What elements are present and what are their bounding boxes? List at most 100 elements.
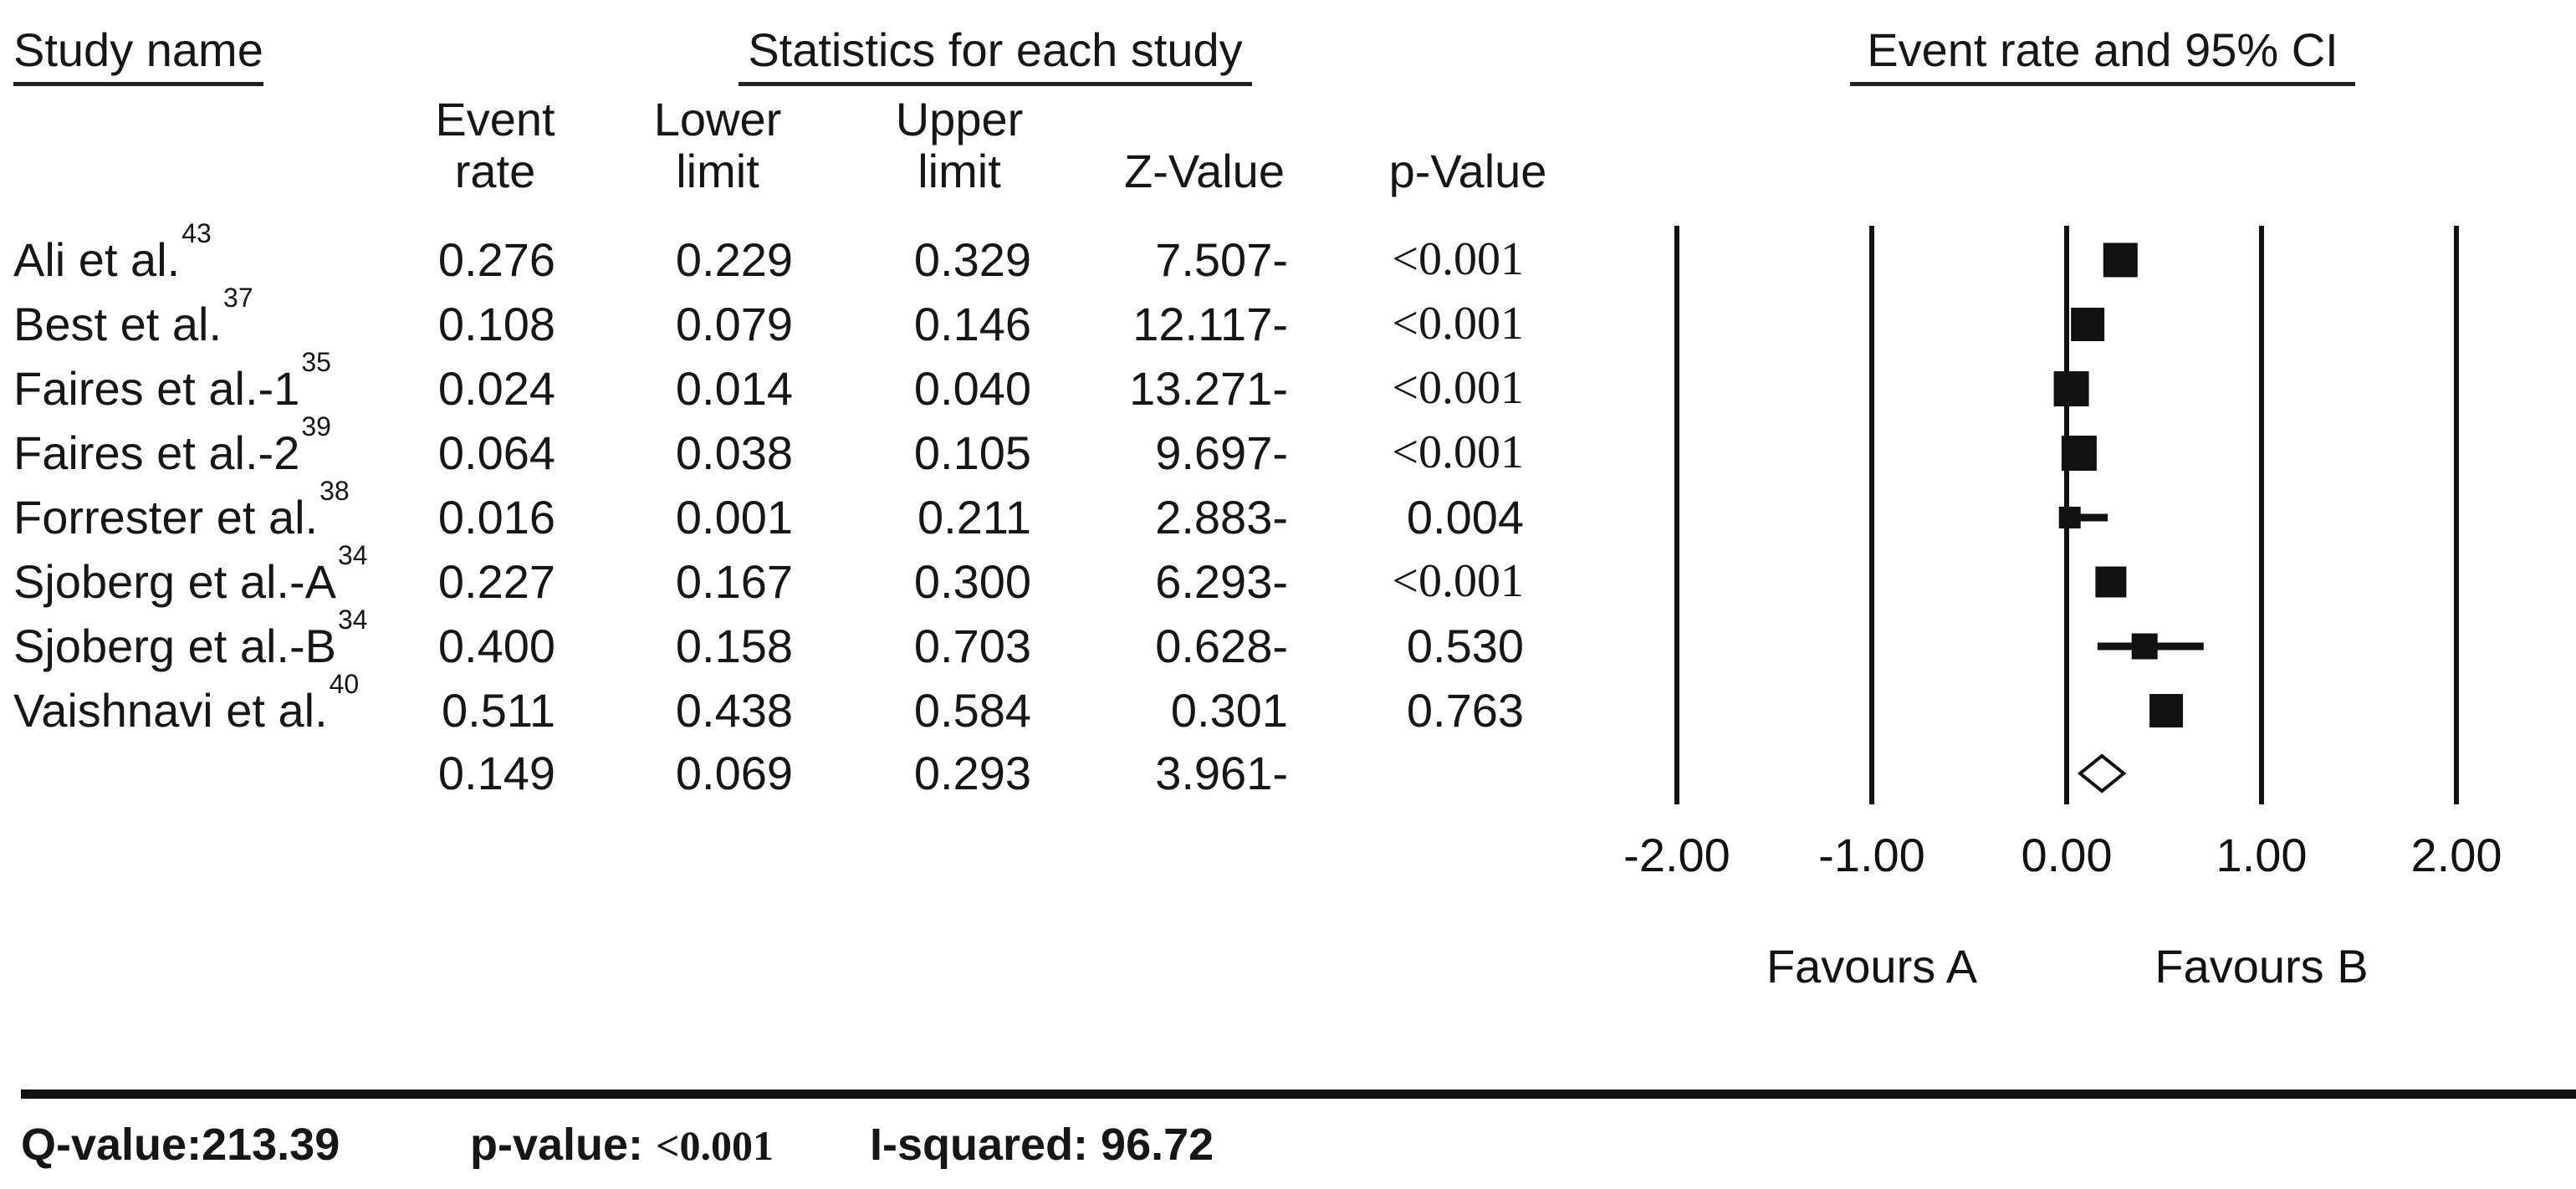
z-value: 6.293- <box>1155 555 1288 608</box>
lower-limit-value: 0.001 <box>675 491 793 543</box>
lower-limit-value: 0.438 <box>675 684 793 737</box>
column-header-lower-limit: Lower limit <box>653 93 782 197</box>
upper-limit-value: 0.146 <box>913 298 1031 350</box>
event-rate-value: 0.108 <box>437 298 555 350</box>
event-rate-value: 0.064 <box>437 426 555 479</box>
study-name-header: Study name <box>13 25 263 86</box>
table-row: Ali et al.43 0.276 0.229 0.329 7.507- <0.001 <box>0 218 1673 292</box>
upper-limit-value: 0.105 <box>913 426 1031 479</box>
lower-limit-value: 0.014 <box>675 362 793 415</box>
column-header-event-rate: Event rate <box>435 93 555 197</box>
p-value: <0.001 <box>1392 298 1524 350</box>
upper-limit-value: 0.293 <box>913 747 1031 799</box>
lower-limit-value: 0.069 <box>675 747 793 799</box>
z-value: 7.507- <box>1155 233 1288 286</box>
axis-tick-label: -2.00 <box>1623 829 1730 881</box>
table-row: Forrester et al.38 0.016 0.001 0.211 2.883- 0… <box>0 477 1673 549</box>
favours-a-label: Favours A <box>1766 940 1978 993</box>
axis-tick-label: -1.00 <box>1818 829 1925 881</box>
z-value: 9.697- <box>1155 426 1288 479</box>
column-header-upper-limit: Upper limit <box>895 93 1024 197</box>
table-row: Faires et al.-239 0.064 0.038 0.105 9.697- <0… <box>0 411 1673 485</box>
p-value-stat: p-value: <0.001 <box>470 1120 774 1170</box>
p-value: <0.001 <box>1392 426 1524 478</box>
lower-limit-value: 0.038 <box>675 426 793 479</box>
reference-superscript: 37 <box>223 283 253 314</box>
lower-limit-value: 0.167 <box>675 555 793 608</box>
z-value: 13.271- <box>1129 362 1288 415</box>
upper-limit-value: 0.703 <box>913 620 1031 672</box>
event-rate-value: 0.016 <box>437 491 555 543</box>
axis-tick-label: 1.00 <box>2216 829 2308 881</box>
event-rate-value: 0.276 <box>437 233 555 286</box>
lower-limit-value: 0.079 <box>675 298 793 350</box>
reference-superscript: 34 <box>337 540 368 571</box>
reference-superscript: 40 <box>329 669 360 700</box>
pooled-row: 0.149 0.069 0.293 3.961- <box>0 741 1673 805</box>
statistics-header: Statistics for each study <box>739 25 1252 86</box>
axis-tick-label: 0.00 <box>2021 829 2113 881</box>
study-marker <box>2095 566 2127 598</box>
event-rate-value: 0.400 <box>437 620 555 672</box>
i-squared-label: I-squared: <box>870 1120 1101 1170</box>
table-row: Sjoberg et al.-A34 0.227 0.167 0.300 6.293- <… <box>0 540 1673 614</box>
table-row: Faires et al.-135 0.024 0.014 0.040 13.271- <… <box>0 347 1673 421</box>
p-value: <0.001 <box>656 1122 774 1169</box>
column-header-z-value: Z-Value <box>1124 145 1285 197</box>
study-marker <box>2131 633 2158 660</box>
footer-divider-line <box>21 1089 2576 1099</box>
axis-tick-label: 2.00 <box>2411 829 2502 881</box>
z-value: 0.628- <box>1155 620 1288 672</box>
table-row: Sjoberg et al.-B34 0.400 0.158 0.703 0.628- 0… <box>0 605 1673 678</box>
study-name: Faires et al.-135 <box>13 347 331 415</box>
favours-b-label: Favours B <box>2154 940 2368 993</box>
reference-superscript: 38 <box>319 476 350 507</box>
reference-superscript: 43 <box>181 218 212 249</box>
study-name: Ali et al.43 <box>13 218 212 286</box>
i-squared-stat: I-squared: 96.72 <box>870 1120 1214 1169</box>
study-name: Vaishnavi et al.40 <box>13 669 360 737</box>
i-squared-value: 96.72 <box>1101 1120 1214 1170</box>
upper-limit-value: 0.300 <box>913 555 1031 608</box>
z-value: 2.883- <box>1155 491 1288 543</box>
pooled-diamond <box>2077 753 2127 794</box>
p-value: 0.763 <box>1406 684 1524 737</box>
event-rate-value: 0.511 <box>442 684 555 737</box>
table-row: Vaishnavi et al.40 0.511 0.438 0.584 0.301 0.… <box>0 669 1673 742</box>
reference-superscript: 39 <box>301 411 331 442</box>
study-marker <box>2103 242 2138 278</box>
p-value: 0.530 <box>1406 620 1524 672</box>
z-value: 3.961- <box>1155 747 1288 799</box>
event-rate-value: 0.024 <box>437 362 555 415</box>
study-marker <box>2053 371 2089 406</box>
p-value: <0.001 <box>1392 233 1524 285</box>
event-rate-value: 0.227 <box>437 555 555 608</box>
study-marker <box>2149 694 2184 727</box>
p-value: 0.004 <box>1406 491 1524 543</box>
upper-limit-value: 0.584 <box>913 684 1031 737</box>
q-value-stat: Q-value:213.39 <box>21 1120 340 1169</box>
study-name: Sjoberg et al.-B34 <box>13 605 368 672</box>
p-value-label: p-value: <box>470 1120 657 1170</box>
reference-superscript: 34 <box>337 605 368 635</box>
upper-limit-value: 0.211 <box>917 491 1031 543</box>
study-name: Best et al.37 <box>13 283 253 350</box>
p-value: <0.001 <box>1392 362 1524 414</box>
lower-limit-value: 0.158 <box>675 620 793 672</box>
upper-limit-value: 0.040 <box>913 362 1031 415</box>
lower-limit-value: 0.229 <box>675 233 793 286</box>
study-marker <box>2061 436 2097 471</box>
q-value: 213.39 <box>202 1120 340 1170</box>
reference-superscript: 35 <box>301 347 331 378</box>
p-value: <0.001 <box>1392 555 1524 607</box>
study-name: Faires et al.-239 <box>13 411 331 479</box>
z-value: 0.301 <box>1170 684 1288 737</box>
event-rate-value: 0.149 <box>437 747 555 799</box>
q-value-label: Q-value: <box>21 1120 202 1170</box>
plot-header: Event rate and 95% CI <box>1850 25 2355 86</box>
table-row: Best et al.37 0.108 0.079 0.146 12.117- <0.00… <box>0 283 1673 356</box>
study-name: Sjoberg et al.-A34 <box>13 540 368 608</box>
study-marker <box>2058 507 2081 528</box>
